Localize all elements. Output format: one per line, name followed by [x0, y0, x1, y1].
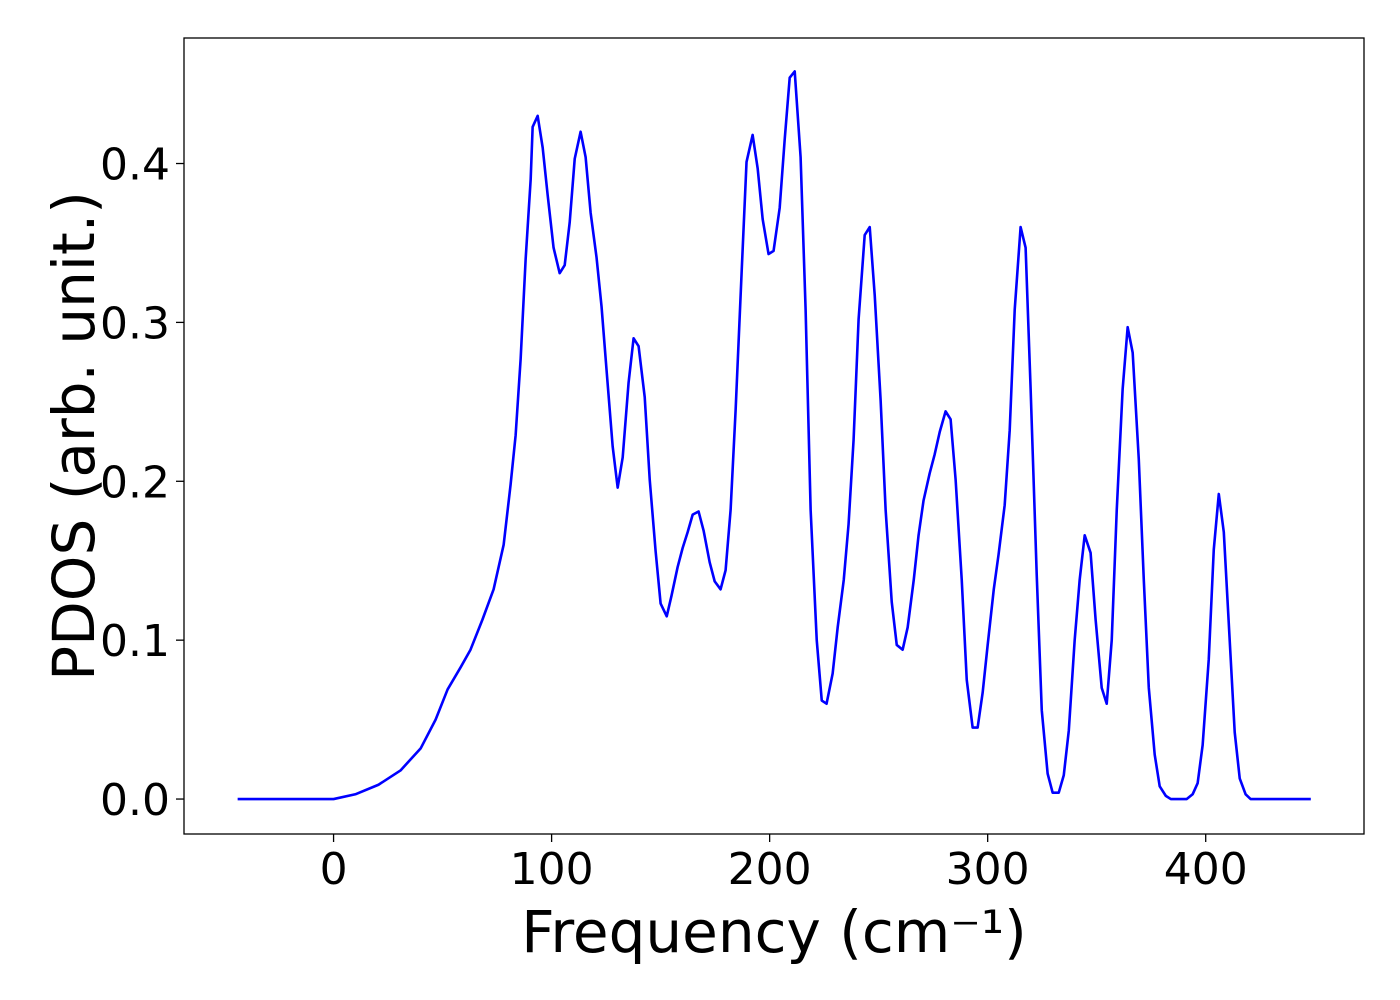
y-tick-label: 0.4 — [100, 140, 170, 191]
y-tick-label: 0.2 — [100, 457, 170, 508]
y-tick-label: 0.0 — [100, 775, 170, 826]
y-tick-label: 0.3 — [100, 298, 170, 349]
y-tick-label: 0.1 — [100, 616, 170, 667]
y-axis-label: PDOS (arb. unit.) — [40, 191, 108, 681]
x-tick-label: 0 — [320, 844, 348, 895]
x-tick-label: 300 — [946, 844, 1030, 895]
x-axis-label: Frequency (cm⁻¹) — [521, 898, 1027, 966]
plot-frame — [183, 37, 1365, 835]
x-tick-label: 200 — [728, 844, 812, 895]
x-tick-label: 100 — [510, 844, 594, 895]
x-tick-label: 400 — [1164, 844, 1248, 895]
data-line — [237, 70, 1311, 801]
